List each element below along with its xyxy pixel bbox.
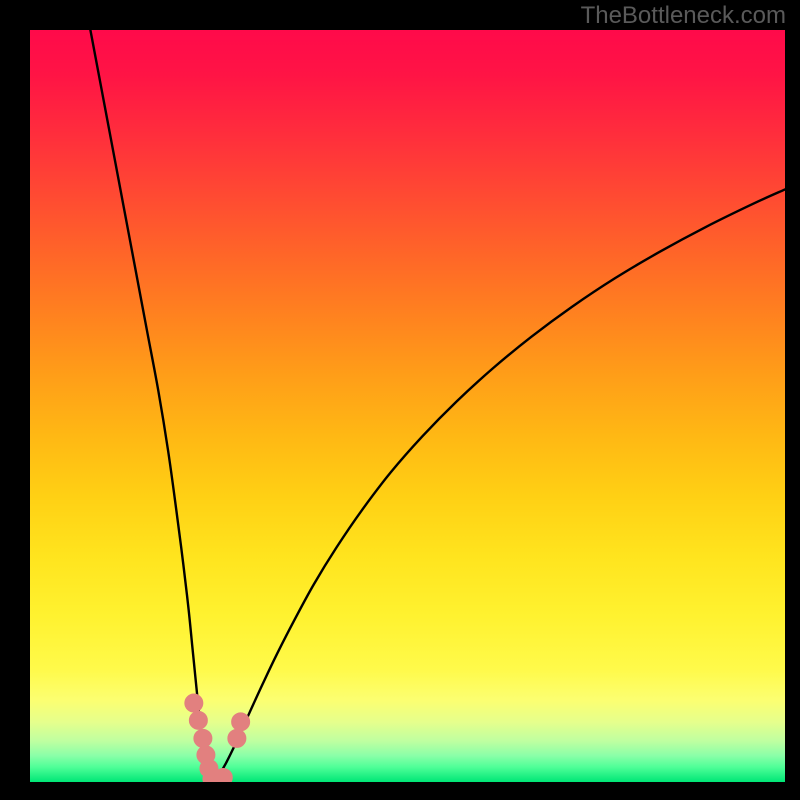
marker-point [194,729,212,747]
marker-point [214,768,232,782]
stage: TheBottleneck.com [0,0,800,800]
marker-point [228,729,246,747]
marker-point [189,711,207,729]
marker-point [232,713,250,731]
plot-background [30,30,785,782]
watermark-label: TheBottleneck.com [581,2,786,30]
plot-area [30,30,785,782]
plot-svg [30,30,785,782]
marker-point [185,694,203,712]
